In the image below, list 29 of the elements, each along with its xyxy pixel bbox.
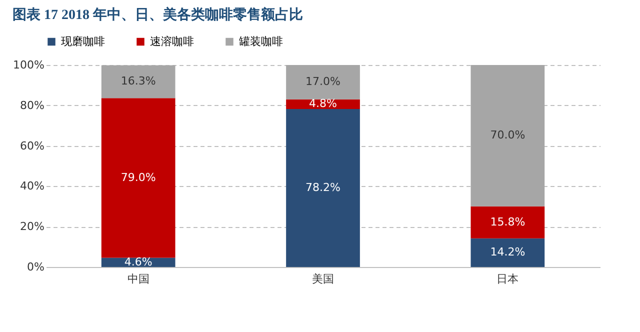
y-tick-label: 40% <box>20 180 44 193</box>
data-label: 16.3% <box>120 74 156 88</box>
y-tick-label: 100% <box>13 58 44 72</box>
data-label: 70.0% <box>490 128 526 142</box>
data-label: 4.6% <box>124 255 152 268</box>
bar <box>286 65 360 100</box>
bar <box>101 65 176 98</box>
y-tick-label: 60% <box>20 139 44 152</box>
bar <box>101 98 176 258</box>
data-label: 15.8% <box>490 215 526 228</box>
bar <box>286 109 360 267</box>
data-label: 14.2% <box>490 246 526 259</box>
y-tick-label: 20% <box>20 220 44 234</box>
bar <box>470 65 545 206</box>
legend-label: 罐装咖啡 <box>239 34 283 48</box>
bar <box>470 206 545 238</box>
bar <box>470 238 545 267</box>
chart-title: 图表 17 2018 年中、日、美各类咖啡零售额占比 <box>12 6 304 23</box>
data-label: 4.8% <box>309 97 337 110</box>
y-tick-label: 80% <box>20 98 44 112</box>
data-label: 79.0% <box>120 170 156 184</box>
y-tick-label: 0% <box>27 260 44 274</box>
legend-label: 速溶咖啡 <box>150 34 194 48</box>
x-tick-label: 中国 <box>127 272 150 286</box>
data-label: 17.0% <box>306 75 340 88</box>
data-label: 78.2% <box>306 181 340 194</box>
legend-label: 现磨咖啡 <box>61 34 105 48</box>
x-tick-label: 日本 <box>496 272 519 286</box>
x-tick-label: 美国 <box>312 272 334 286</box>
